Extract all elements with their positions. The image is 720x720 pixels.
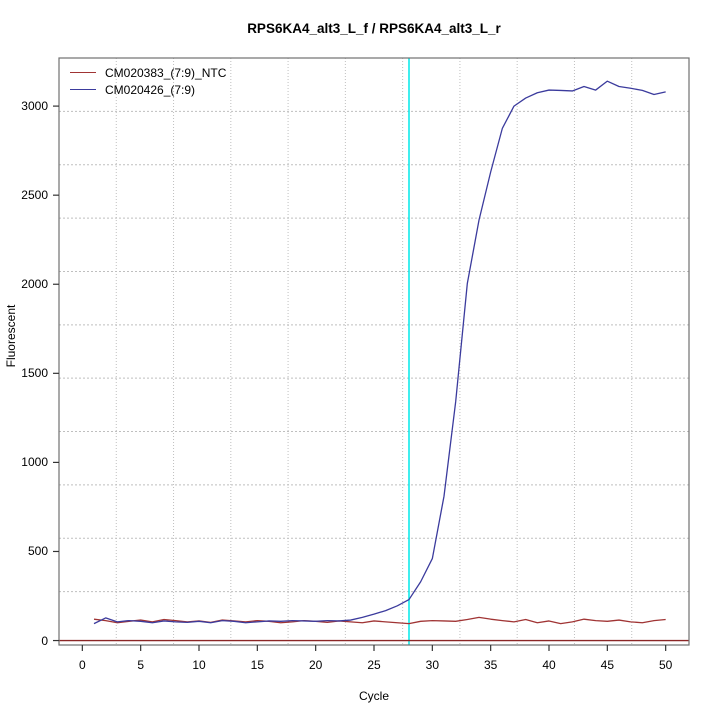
x-tick-label: 0: [78, 658, 86, 672]
series-line-ntc: [93, 616, 666, 625]
y-tick-label: 2500: [21, 188, 48, 203]
x-tick-label: 50: [658, 658, 673, 672]
x-tick-label: 25: [367, 658, 381, 672]
legend-item-ntc: CM020383_(7:9)_NTC: [70, 64, 226, 81]
y-tick-label: 2000: [21, 277, 48, 292]
legend-item-sample: CM020426_(7:9): [70, 81, 226, 98]
plot-frame: [58, 57, 690, 646]
y-tick-label: 0: [41, 633, 48, 648]
y-tick-label: 1000: [21, 455, 48, 470]
x-tick-label: 5: [137, 658, 144, 672]
x-tick-label: 35: [483, 658, 498, 672]
series-line-sample: [93, 80, 666, 625]
y-tick-label: 3000: [21, 99, 48, 114]
y-tick-label: 500: [27, 544, 48, 559]
x-tick-label: 45: [600, 658, 614, 672]
chart-title: RPS6KA4_alt3_L_f / RPS6KA4_alt3_L_r: [247, 21, 501, 36]
legend: CM020383_(7:9)_NTC CM020426_(7:9): [70, 64, 226, 98]
legend-line-swatch-ntc: [70, 72, 96, 73]
x-tick-label: 20: [308, 658, 323, 672]
legend-label-sample: CM020426_(7:9): [105, 82, 196, 97]
x-tick-label: 15: [250, 658, 264, 672]
x-axis-title: Cycle: [358, 689, 389, 703]
x-tick-label: 30: [425, 658, 439, 672]
legend-label-ntc: CM020383_(7:9)_NTC: [105, 65, 227, 80]
y-tick-label: 1500: [21, 366, 48, 381]
x-tick-label: 10: [192, 658, 206, 672]
legend-line-swatch-sample: [70, 89, 96, 90]
x-tick-label: 40: [542, 658, 556, 672]
